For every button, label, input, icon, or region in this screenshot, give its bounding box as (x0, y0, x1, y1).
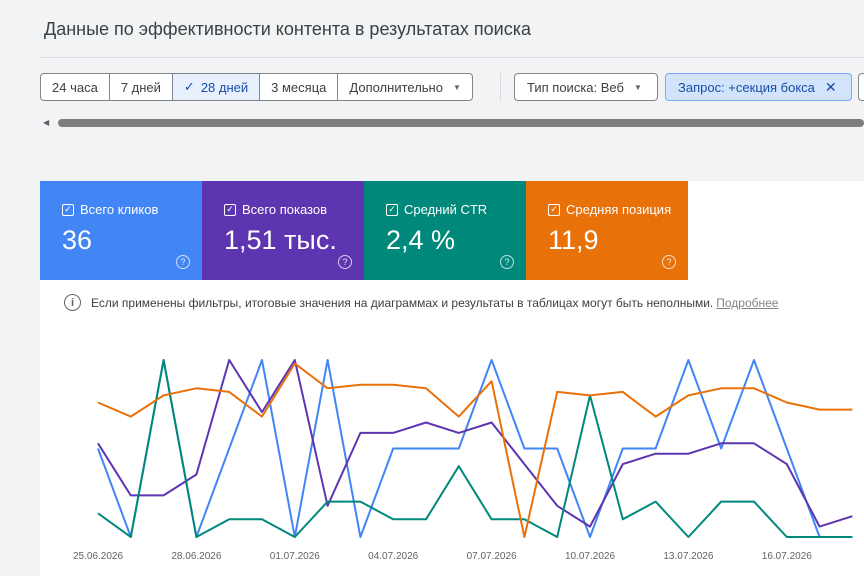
metric-value: 11,9 (548, 225, 599, 255)
range-more-label: Дополнительно (349, 79, 443, 95)
series-line-0 (97, 359, 853, 538)
metric-value: 36 (62, 225, 93, 255)
x-tick-label: 25.06.2026 (73, 551, 123, 562)
metric-card-position[interactable]: ✓ Средняя позиция 11,9 ? (526, 181, 688, 280)
close-icon[interactable]: ✕ (824, 78, 837, 95)
horizontal-scrollbar[interactable] (58, 119, 864, 127)
help-icon[interactable]: ? (338, 255, 352, 269)
add-filter-button[interactable] (858, 73, 864, 101)
filter-notice: i Если применены фильтры, итоговые значе… (64, 294, 778, 311)
help-icon[interactable]: ? (500, 255, 514, 269)
performance-chart: 25.06.2026 28.06.2026 01.07.2026 04.07.2026… (73, 359, 853, 562)
x-tick-label: 13.07.2026 (663, 551, 713, 562)
filter-divider (500, 73, 501, 101)
scroll-left-icon[interactable]: ◀ (43, 118, 50, 127)
x-tick-label: 10.07.2026 (565, 551, 615, 562)
learn-more-link[interactable]: Подробнее (716, 295, 779, 310)
metric-card-impressions[interactable]: ✓ Всего показов 1,51 тыс. ? (202, 181, 364, 280)
info-icon: i (64, 294, 81, 311)
caret-down-icon: ▼ (633, 82, 642, 92)
checkbox-checked-icon[interactable]: ✓ (62, 203, 74, 216)
metric-label: Средний CTR (404, 202, 488, 217)
metric-value: 2,4 % (386, 225, 456, 255)
metric-label: Всего кликов (80, 202, 159, 217)
metric-label: Всего показов (242, 202, 327, 217)
query-filter-chip[interactable]: Запрос: +секция бокса ✕ (665, 73, 852, 101)
x-tick-label: 04.07.2026 (368, 551, 418, 562)
x-tick-label: 01.07.2026 (270, 551, 320, 562)
checkbox-checked-icon[interactable]: ✓ (224, 203, 236, 216)
help-icon[interactable]: ? (176, 255, 190, 269)
metric-card-ctr[interactable]: ✓ Средний CTR 2,4 % ? (364, 181, 526, 280)
x-tick-label: 07.07.2026 (467, 551, 517, 562)
search-type-filter[interactable]: Тип поиска: Веб ▼ (514, 73, 658, 101)
range-28d-label: 28 дней (200, 79, 249, 95)
range-more-dropdown[interactable]: Дополнительно ▼ (338, 74, 472, 100)
help-icon[interactable]: ? (662, 255, 676, 269)
range-7d-button[interactable]: 7 дней (110, 74, 173, 100)
range-24h-button[interactable]: 24 часа (41, 74, 110, 100)
series-line-3 (97, 362, 853, 538)
x-tick-label: 16.07.2026 (762, 551, 812, 562)
page-title: Данные по эффективности контента в резул… (44, 19, 531, 39)
checkbox-checked-icon[interactable]: ✓ (548, 203, 560, 216)
caret-down-icon: ▼ (452, 82, 461, 92)
series-line-1 (97, 359, 853, 528)
checkbox-checked-icon[interactable]: ✓ (386, 203, 398, 216)
metric-card-clicks[interactable]: ✓ Всего кликов 36 ? (40, 181, 202, 280)
check-icon: ✓ (183, 79, 195, 94)
title-divider (40, 57, 864, 58)
date-range-selector: 24 часа 7 дней ✓ 28 дней 3 месяца Дополн… (40, 73, 473, 101)
metric-value: 1,51 тыс. (224, 225, 337, 255)
range-3m-button[interactable]: 3 месяца (260, 74, 339, 100)
search-type-label: Тип поиска: Веб (527, 79, 624, 95)
notice-text: Если применены фильтры, итоговые значени… (91, 295, 714, 310)
x-tick-label: 28.06.2026 (171, 551, 221, 562)
series-line-2 (97, 359, 853, 538)
query-filter-label: Запрос: +секция бокса (678, 79, 815, 95)
range-28d-button[interactable]: ✓ 28 дней (172, 74, 261, 100)
metric-label: Средняя позиция (566, 202, 672, 217)
